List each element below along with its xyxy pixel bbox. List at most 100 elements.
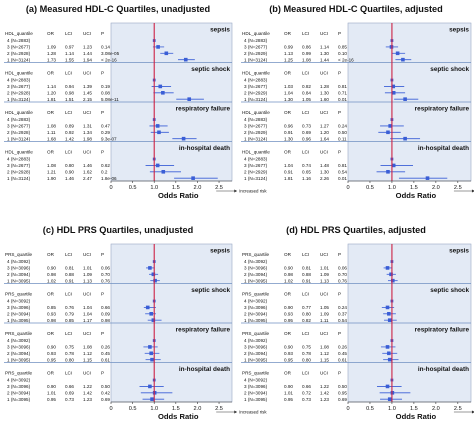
- row-label: 2 (N=2928): [7, 169, 31, 174]
- row-p-value: 0.50: [338, 384, 347, 389]
- row-or-value: 0.95: [47, 357, 56, 362]
- row-label: 3 (N=2677): [7, 84, 31, 89]
- row-label: 1 (N=3095): [7, 357, 31, 362]
- or-point: [387, 357, 392, 362]
- row-lci-value: 0.65: [302, 169, 311, 174]
- row-label: 2 (N=3094): [244, 311, 268, 316]
- outcome-label: septic shock: [191, 66, 230, 73]
- row-uci-value: 1.34: [83, 130, 92, 135]
- row-lci-value: 0.80: [302, 357, 311, 362]
- row-or-value: 1.01: [47, 390, 56, 395]
- row-p-value: 0.14: [101, 45, 110, 50]
- row-lci-value: 0.82: [302, 84, 311, 89]
- or-point: [151, 318, 156, 322]
- row-label: 2 (N=2929): [244, 90, 268, 95]
- x-tick-label: 1.5: [410, 185, 418, 191]
- row-p-value: 0.19: [101, 84, 110, 89]
- row-lci-value: 0.69: [302, 130, 311, 135]
- x-tick-label: 2.0: [432, 406, 440, 412]
- row-or-value: 0.93: [47, 351, 56, 356]
- table-header-cell: OR: [47, 331, 55, 336]
- or-point: [391, 90, 396, 95]
- row-uci-value: 1.23: [83, 397, 92, 402]
- row-label: 3 (N=2677): [7, 124, 31, 129]
- row-uci-value: 1.60: [320, 97, 329, 102]
- table-header-cell: UCI: [320, 150, 328, 155]
- table-header-cell: OR: [47, 371, 55, 376]
- row-uci-value: 1.04: [83, 305, 92, 310]
- row-p-value: 0.01: [338, 97, 347, 102]
- row-p-value: 0.42: [101, 390, 110, 395]
- or-point: [164, 51, 169, 56]
- row-lci-value: 1.51: [65, 97, 74, 102]
- or-point: [149, 351, 153, 356]
- row-uci-value: 1.09: [83, 272, 92, 277]
- row-p-value: 9.3e-07: [101, 136, 117, 141]
- or-point: [183, 57, 188, 62]
- row-p-value: 0.24: [338, 124, 347, 129]
- row-uci-value: 1.08: [83, 345, 92, 350]
- row-uci-value: 1.62: [83, 169, 92, 174]
- x-tick-label: 1.0: [388, 406, 396, 412]
- row-uci-value: 1.42: [83, 390, 92, 395]
- outcome-label: respiratory failure: [415, 106, 470, 113]
- or-point: [403, 136, 407, 141]
- row-label: 4 (N=2883): [7, 157, 31, 162]
- row-lci-value: 1.05: [302, 97, 311, 102]
- outcome-label: in-hospital death: [179, 366, 230, 373]
- row-or-value: 1.11: [47, 130, 56, 135]
- table-header-cell: UCI: [83, 252, 91, 257]
- or-point: [388, 124, 392, 128]
- row-p-value: 0.45: [101, 351, 110, 356]
- or-point: [148, 384, 152, 389]
- table-header-cell: UCI: [320, 292, 328, 297]
- x-tick-label: 2.0: [194, 406, 202, 412]
- row-p-value: 0.69: [338, 397, 347, 402]
- row-or-value: 0.90: [47, 384, 56, 389]
- or-point: [387, 351, 391, 356]
- or-point: [385, 345, 390, 349]
- table-header-cell: OR: [284, 371, 292, 376]
- row-p-value: 0.71: [338, 90, 347, 95]
- x-tick-label: 0: [346, 406, 349, 412]
- or-point: [150, 357, 154, 362]
- row-label: 2 (N=2928): [7, 51, 31, 56]
- row-uci-value: 1.31: [83, 124, 92, 129]
- or-point: [145, 305, 150, 310]
- row-uci-value: 2.47: [83, 176, 92, 181]
- row-lci-value: 0.78: [302, 351, 311, 356]
- row-label: 3 (N=2677): [7, 163, 31, 168]
- panel-title: (b) Measured HDL-C Quartiles, adjusted: [269, 4, 443, 14]
- row-uci-value: 1.12: [320, 351, 329, 356]
- table-header-cell: OR: [47, 71, 55, 76]
- row-lci-value: 0.73: [302, 124, 311, 129]
- row-lci-value: 0.90: [65, 169, 74, 174]
- row-label: 2 (N=3094): [7, 390, 31, 395]
- row-label: 3 (N=2677): [244, 124, 268, 129]
- table-header-cell: OR: [47, 110, 55, 115]
- row-or-value: 0.93: [284, 351, 293, 356]
- row-or-value: 1.03: [284, 84, 293, 89]
- x-axis-label: Odds Ratio: [158, 191, 199, 200]
- table-header-cell: HDL_quantile: [242, 31, 270, 36]
- or-point: [153, 278, 157, 283]
- row-or-value: 0.91: [284, 169, 293, 174]
- row-or-value: 1.25: [284, 57, 293, 62]
- or-point: [157, 130, 161, 135]
- row-p-value: 0.24: [338, 305, 347, 310]
- table-header-cell: PRS_quartile: [242, 371, 270, 376]
- table-header-cell: OR: [284, 292, 292, 297]
- row-lci-value: 0.66: [65, 384, 74, 389]
- table-header-cell: UCI: [83, 331, 91, 336]
- row-p-value: 0.50: [101, 384, 110, 389]
- table-header-cell: UCI: [83, 292, 91, 297]
- row-label: 3 (N=3096): [7, 384, 31, 389]
- row-label: 1 (N=3124): [7, 136, 31, 141]
- row-or-value: 1.21: [47, 169, 56, 174]
- row-uci-value: 1.09: [320, 272, 329, 277]
- row-lci-value: 1.42: [65, 136, 74, 141]
- row-or-value: 1.28: [47, 51, 56, 56]
- row-p-value: 1.8e-06: [101, 176, 117, 181]
- row-p-value: 0.26: [101, 345, 110, 350]
- row-lci-value: 0.74: [302, 163, 311, 168]
